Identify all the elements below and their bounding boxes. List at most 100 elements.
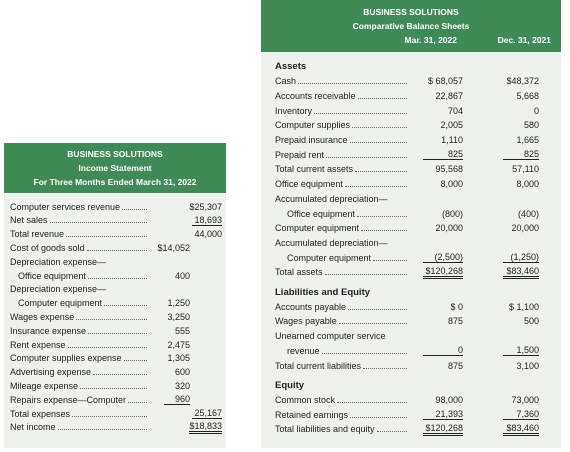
amount: $ 0: [450, 301, 463, 312]
sheet-row: Equity: [261, 379, 561, 392]
row-label: Unearned computer service: [275, 331, 386, 342]
amount: 20,000: [511, 223, 539, 234]
row-label-wrap: Wages expense: [10, 312, 150, 322]
amount: 1,665: [516, 135, 539, 145]
section-heading: Liabilities and Equity: [275, 286, 371, 298]
dot-leader: [123, 353, 147, 362]
amount: 400: [174, 270, 190, 281]
row-label: Total assets: [275, 267, 323, 278]
statement-row: Rent expense 2,475: [4, 338, 226, 351]
statement-row: Cost of goods sold $14,052: [4, 241, 226, 254]
balance-sheet: BUSINESS SOLUTIONS Comparative Balance S…: [261, 0, 561, 448]
amount: $ 68,057: [427, 76, 463, 87]
sheet-row: Assets: [261, 60, 561, 73]
income-header: BUSINESS SOLUTIONS Income Statement For …: [4, 143, 226, 193]
dot-leader: [88, 326, 147, 334]
amount: 0: [533, 105, 539, 116]
statement-row: Depreciation expense—: [4, 283, 226, 296]
row-label-wrap: Total current assets: [275, 164, 410, 174]
sheet-row: Computer supplies 2,005 580: [261, 119, 561, 132]
dot-leader: [337, 395, 407, 403]
amount: 44,000: [194, 229, 222, 240]
amount: (1,250): [503, 252, 539, 264]
amount: $83,460: [503, 423, 539, 436]
amount: 3,100: [516, 360, 539, 371]
row-label: Cash: [275, 76, 297, 87]
amount: 98,000: [435, 394, 463, 405]
row-label-wrap: Computer equipment: [287, 253, 410, 263]
dot-leader: [86, 243, 147, 251]
row-label-wrap: Advertising expense: [10, 367, 150, 377]
sheet-row: Inventory 704 0: [261, 104, 561, 117]
dot-leader: [93, 367, 147, 376]
row-label-wrap: Office equipment: [287, 209, 410, 219]
row-label-wrap: Depreciation expense—: [10, 257, 210, 267]
statement-row: Computer supplies expense 1,305: [4, 352, 226, 365]
row-label-wrap: Net income: [10, 422, 150, 432]
amount: 875: [447, 360, 463, 371]
row-label: Computer equipment: [287, 252, 372, 263]
row-label-wrap: Accounts receivable: [275, 91, 410, 101]
row-label-wrap: Unearned computer service: [275, 331, 475, 341]
amount: 18,693: [192, 215, 222, 226]
amount: $83,460: [503, 266, 539, 279]
statement-row: Mileage expense 320: [4, 379, 226, 392]
dot-leader: [326, 150, 407, 158]
dot-leader: [49, 215, 147, 224]
row-label: revenue: [287, 345, 320, 356]
sheet-row: Prepaid insurance 1,110 1,665: [261, 134, 561, 147]
row-label: Rent expense: [10, 339, 66, 350]
sheet-row: Unearned computer service: [261, 330, 561, 343]
dot-leader: [376, 424, 407, 433]
row-label: Computer services revenue: [10, 201, 121, 212]
row-label-wrap: Retained earnings: [275, 410, 410, 420]
header-line: BUSINESS SOLUTIONS: [363, 7, 459, 17]
header-line: BUSINESS SOLUTIONS: [67, 149, 163, 159]
header-line: For Three Months Ended March 31, 2022: [33, 177, 197, 187]
sheet-row: Total current assets 95,568 57,110: [261, 163, 561, 176]
dot-leader: [348, 302, 407, 310]
row-label: Prepaid insurance: [275, 135, 348, 145]
row-label-wrap: Total assets: [275, 267, 410, 277]
amount: 3,250: [167, 311, 190, 322]
sheet-row: Total liabilities and equity $120,268 $83,…: [261, 423, 561, 436]
sheet-row: revenue 0 1,500: [261, 344, 561, 357]
amount: 825: [503, 149, 539, 161]
amount: (800): [441, 208, 463, 219]
sheet-row: Common stock 98,000 73,000: [261, 393, 561, 406]
dot-leader: [344, 179, 407, 188]
sheet-row: Accumulated depreciation—: [261, 236, 561, 249]
amount: 1,250: [167, 298, 190, 309]
amount: 875: [447, 316, 463, 327]
amount: $ 1,100: [508, 301, 539, 312]
sheet-row: Computer equipment 20,000 20,000: [261, 222, 561, 235]
column-header: Mar. 31, 2022: [404, 35, 457, 45]
row-label-wrap: Prepaid rent: [275, 150, 410, 160]
amount: 25,167: [192, 408, 222, 419]
row-label: Total expenses: [10, 408, 71, 419]
row-label-wrap: Accounts payable: [275, 302, 410, 312]
section-heading: Equity: [275, 379, 305, 391]
row-label: Total current assets: [275, 164, 354, 175]
statement-row: Computer equipment 1,250: [4, 297, 226, 310]
row-label: Accumulated depreciation—: [275, 193, 388, 204]
statement-row: Depreciation expense—: [4, 255, 226, 268]
row-label-wrap: Net sales: [10, 215, 150, 225]
sheet-row: Total assets $120,268 $83,460: [261, 266, 561, 279]
amount: 73,000: [511, 394, 539, 405]
row-label-wrap: Prepaid insurance: [275, 135, 410, 145]
amount: $120,268: [423, 423, 463, 436]
row-label: Repairs expense—Computer: [10, 394, 127, 405]
amount: 8,000: [440, 179, 463, 190]
dot-leader: [356, 209, 407, 217]
statement-row: Net sales 18,693: [4, 214, 226, 227]
row-label: Total current liabilities: [275, 360, 362, 371]
dot-leader: [321, 346, 407, 354]
dot-leader: [72, 409, 147, 417]
row-label-wrap: Computer equipment: [18, 298, 150, 308]
row-label: Depreciation expense—: [10, 256, 107, 267]
row-label-wrap: Total current liabilities: [275, 361, 410, 371]
sheet-row: Accumulated depreciation—: [261, 192, 561, 205]
dot-leader: [66, 229, 147, 238]
sheet-row: Total current liabilities 875 3,100: [261, 359, 561, 372]
